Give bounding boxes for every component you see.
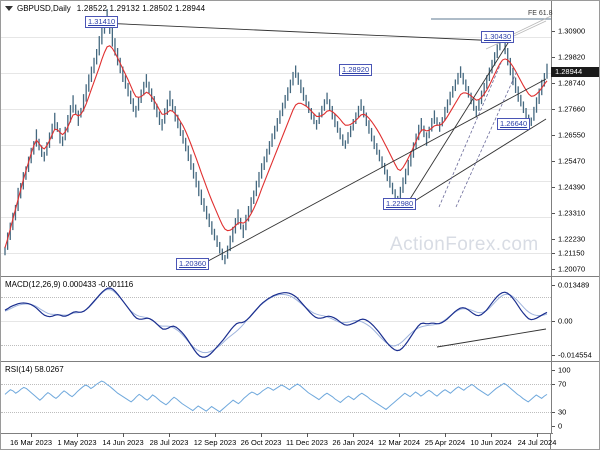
rsi-header: RSI(14) 58.0267 (5, 365, 64, 374)
date-axis-label: 26 Jan 2024 (332, 438, 374, 447)
gridline (1, 297, 553, 298)
trendline-lower-long[interactable] (196, 78, 547, 268)
date-axis-label: 10 Jun 2024 (470, 438, 512, 447)
macd-axis[interactable]: 0.013489 0.00 -0.014554 (551, 277, 599, 361)
date-axis-label: 14 Jun 2023 (102, 438, 144, 447)
symbol-label: GBPUSD,Daily (17, 4, 71, 13)
rsi-axis-label: 0 (558, 421, 563, 431)
macd-axis-label: -0.014554 (558, 350, 592, 360)
date-axis-label: 12 Sep 2023 (193, 438, 237, 447)
current-price-tag: 1.28944 (551, 67, 599, 77)
price-axis-label: 1.26550 (558, 130, 586, 140)
annotation-tag-1-30430[interactable]: 1.30430 (481, 31, 515, 43)
price-axis-label: 1.23310 (558, 208, 586, 218)
date-axis-label: 12 Mar 2024 (377, 438, 421, 447)
price-axis-label: 1.30900 (558, 26, 586, 36)
macd-pane[interactable]: MACD(12,26,9) 0.000433 -0.001116 0.01348… (1, 277, 599, 362)
price-axis-label: 1.27660 (558, 104, 586, 114)
date-tick (445, 433, 446, 437)
price-axis-label: 1.25470 (558, 156, 586, 166)
price-axis[interactable]: 1.30900 1.29820 1.28740 1.27660 1.26550 … (551, 1, 599, 276)
price-pane-header: GBPUSD,Daily 1.28522 1.29132 1.28502 1.28… (1, 2, 205, 15)
macd-header: MACD(12,26,9) 0.000433 -0.001116 (5, 280, 134, 289)
price-axis-label: 1.21150 (558, 248, 585, 258)
trendline-channel-upper[interactable] (404, 34, 514, 208)
price-pane[interactable]: GBPUSD,Daily 1.28522 1.29132 1.28502 1.28… (1, 1, 599, 277)
macd-signal-line (4, 288, 548, 354)
annotation-tag-1-26640[interactable]: 1.26640 (497, 118, 531, 130)
annotation-tag-1-28920[interactable]: 1.28920 (339, 64, 373, 76)
rsi-plot (4, 380, 548, 413)
zero-line (1, 321, 553, 322)
gridline (1, 345, 553, 346)
macd-main-line (4, 287, 548, 358)
macd-plot (4, 287, 548, 358)
date-tick (307, 433, 308, 437)
date-tick (123, 433, 124, 437)
rsi-pane[interactable]: RSI(14) 58.0267 100 70 30 0 (1, 362, 599, 434)
trendline-upper[interactable] (100, 22, 502, 42)
date-tick (215, 433, 216, 437)
date-axis-label: 28 Jul 2023 (149, 438, 189, 447)
date-tick (353, 433, 354, 437)
date-tick (31, 433, 32, 437)
price-bars (4, 9, 548, 265)
date-axis-label: 1 May 2023 (57, 438, 97, 447)
price-axis-label: 1.20070 (558, 264, 586, 274)
trendline-dashed-a[interactable] (438, 62, 502, 208)
rsi-axis[interactable]: 100 70 30 0 (551, 362, 599, 434)
rsi-axis-label: 100 (558, 365, 571, 375)
macd-axis-label: 0.00 (558, 316, 573, 326)
gridline (1, 145, 553, 146)
gridline (1, 253, 553, 254)
rsi-axis-label: 70 (558, 379, 567, 389)
macd-trendline[interactable] (436, 328, 547, 348)
moving-average-line (4, 45, 548, 248)
rsi-level-70 (1, 384, 553, 385)
date-axis-label: 11 Dec 2023 (286, 438, 328, 447)
gridline (1, 181, 553, 182)
gridline (1, 73, 553, 74)
price-axis-label: 1.28740 (558, 78, 586, 88)
trendline-group (100, 14, 553, 268)
gridline (1, 217, 553, 218)
fib-projection-line-2[interactable] (485, 20, 547, 50)
date-tick (399, 433, 400, 437)
date-axis-label: 25 Apr 2024 (424, 438, 466, 447)
date-tick (169, 433, 170, 437)
trendline-channel-lower[interactable] (404, 118, 547, 208)
date-axis-label: 16 Mar 2023 (9, 438, 53, 447)
date-tick (77, 433, 78, 437)
price-axis-label: 1.24390 (558, 182, 586, 192)
date-axis[interactable]: 16 Mar 2023 1 May 2023 14 Jun 2023 28 Jul 2… (1, 433, 599, 449)
gridline (1, 109, 553, 110)
watermark: ActionForex.com (390, 234, 539, 255)
annotation-tag-1-22980[interactable]: 1.22980 (383, 198, 417, 210)
rsi-line (4, 380, 548, 413)
date-tick (261, 433, 262, 437)
rsi-axis-label: 30 (558, 407, 567, 417)
date-axis-label: 26 Oct 2023 (240, 438, 282, 447)
price-plot (4, 9, 553, 268)
date-tick (491, 433, 492, 437)
date-tick (537, 433, 538, 437)
annotation-tag-1-31410[interactable]: 1.31410 (85, 16, 119, 28)
price-axis-label: 1.22230 (558, 234, 586, 244)
price-axis-label: 1.29820 (558, 52, 586, 62)
date-axis-label: 24 Jul 2024 (517, 438, 557, 447)
ohlc-values: 1.28522 1.29132 1.28502 1.28944 (76, 4, 206, 13)
rsi-level-30 (1, 412, 553, 413)
macd-axis-label: 0.013489 (558, 280, 590, 290)
fib-expansion-label: FE 61.8 (528, 10, 553, 17)
triangle-down-icon[interactable] (5, 6, 13, 12)
annotation-tag-1-20360[interactable]: 1.20360 (176, 258, 210, 270)
gridline (1, 37, 553, 38)
